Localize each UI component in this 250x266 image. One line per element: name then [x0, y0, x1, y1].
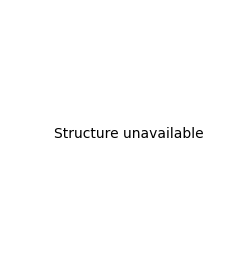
Text: Structure unavailable: Structure unavailable [54, 127, 203, 141]
